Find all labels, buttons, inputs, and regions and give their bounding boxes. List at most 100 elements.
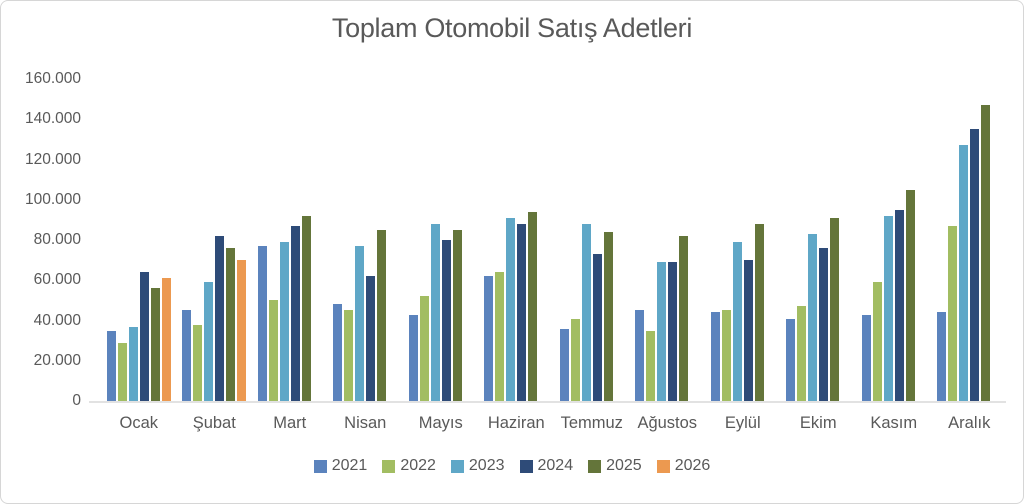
bar-2026-şubat	[237, 260, 247, 401]
bar-2021-eylül	[710, 312, 720, 401]
legend-marker-2022	[382, 459, 396, 473]
bar-2023-mart	[279, 242, 289, 401]
legend-item-2021: 2021	[313, 457, 368, 475]
bar-group-mayıs	[403, 79, 479, 401]
x-axis-category-label: Aralık	[948, 414, 991, 432]
y-axis-tick-label: 160.000	[24, 70, 81, 87]
chart-title: Toplam Otomobil Satış Adetleri	[331, 13, 693, 43]
y-axis-tick-label: 100.000	[24, 190, 81, 208]
bar-2022-ağustos	[646, 330, 656, 401]
legend-label: 2023	[468, 457, 505, 474]
bar-2023-temmuz	[581, 223, 591, 401]
bar-2024-şubat	[215, 236, 225, 401]
y-axis-tick-label: 80.000	[33, 231, 81, 248]
bar-group-şubat	[177, 79, 253, 401]
bar-2024-aralık	[970, 129, 980, 401]
bar-2025-kasım	[905, 189, 915, 401]
bar-2022-aralık	[948, 225, 958, 401]
bar-2022-mart	[268, 300, 278, 401]
legend-label: 2021	[331, 457, 368, 474]
legend-label: 2022	[400, 457, 436, 474]
bar-group-mart	[252, 79, 328, 401]
bar-2021-mayıs	[408, 314, 418, 401]
legend-marker-2026	[656, 459, 670, 473]
x-axis-category-label: Mayıs	[418, 414, 463, 432]
bar-2025-mayıs	[452, 229, 462, 401]
bar-2023-haziran	[506, 217, 516, 401]
bar-2022-şubat	[193, 324, 203, 401]
bar-2022-mayıs	[419, 296, 429, 401]
legend-item-2025: 2025	[588, 457, 642, 475]
bar-group-ağustos	[630, 79, 706, 401]
y-axis-tick-label: 20.000	[33, 351, 81, 369]
bar-2024-kasım	[894, 209, 904, 401]
legend: 2021 2022 2023 2024 2025 2026	[1, 457, 1023, 475]
x-axis-category-label: Eylül	[724, 414, 761, 432]
plot-area	[101, 79, 1007, 401]
bar-2023-eylül	[732, 242, 742, 401]
bar-2026-ocak	[161, 278, 171, 401]
x-axis-category-label: Ağustos	[637, 414, 698, 432]
x-axis-category-label: Ocak	[119, 414, 158, 432]
legend-item-2024: 2024	[519, 457, 573, 475]
bar-2023-kasım	[883, 215, 893, 401]
legend-label: 2025	[606, 457, 642, 474]
bar-2021-mart	[257, 246, 267, 401]
bar-2025-eylül	[754, 223, 764, 401]
bar-2025-mart	[301, 215, 311, 401]
bar-group-haziran	[479, 79, 555, 401]
bar-2023-nisan	[355, 246, 365, 401]
bar-group-ocak	[101, 79, 177, 401]
x-axis-category-label: Şubat	[192, 414, 236, 432]
bar-2024-haziran	[517, 223, 527, 401]
bar-2024-nisan	[366, 276, 376, 401]
bar-group-nisan	[328, 79, 404, 401]
bar-2022-temmuz	[570, 318, 580, 401]
bar-2022-kasım	[872, 282, 882, 401]
x-axis-category-label: Temmuz	[560, 414, 623, 432]
legend-marker-2024	[519, 459, 533, 473]
x-axis-line	[89, 401, 1006, 403]
bar-2023-ocak	[128, 326, 138, 401]
bar-2021-haziran	[484, 276, 494, 401]
bar-2023-ağustos	[657, 262, 667, 401]
bar-2025-aralık	[981, 105, 991, 401]
bar-2024-ocak	[139, 272, 149, 401]
legend-marker-2023	[450, 459, 464, 473]
x-axis-labels: Ocak Şubat Mart Nisan Mayıs Haziran Temmuz Ağus…	[101, 414, 1007, 433]
bar-2023-mayıs	[430, 223, 440, 401]
legend-marker-2025	[588, 459, 602, 473]
bar-2025-temmuz	[603, 231, 613, 401]
bar-group-temmuz	[554, 79, 630, 401]
x-axis-category-label: Ekim	[799, 414, 837, 432]
bar-group-aralık	[932, 79, 1008, 401]
bar-2021-ağustos	[635, 310, 645, 401]
legend-item-2023: 2023	[450, 457, 505, 475]
bar-group-kasım	[856, 79, 932, 401]
bar-2022-nisan	[344, 310, 354, 401]
legend-label: 2026	[674, 457, 711, 474]
bar-2022-haziran	[495, 272, 505, 401]
bar-2022-ocak	[117, 342, 127, 401]
bar-group-eylül	[705, 79, 781, 401]
y-axis-tick-label: 0	[72, 392, 81, 409]
bar-2024-ağustos	[668, 262, 678, 401]
bar-2021-ekim	[786, 318, 796, 401]
bar-2023-aralık	[959, 145, 969, 401]
bar-2025-ekim	[830, 217, 840, 401]
bar-2021-temmuz	[559, 328, 569, 401]
bar-2022-ekim	[797, 306, 807, 401]
legend-marker-2021	[313, 459, 327, 473]
bar-group-ekim	[781, 79, 857, 401]
bar-2024-mayıs	[441, 240, 451, 401]
y-axis-tick-label: 60.000	[33, 271, 81, 289]
bar-2025-ocak	[150, 288, 160, 401]
bar-2024-mart	[290, 225, 300, 401]
bar-2021-ocak	[106, 330, 116, 401]
x-axis-category-label: Mart	[273, 414, 307, 432]
bar-2025-nisan	[377, 229, 387, 401]
legend-item-2022: 2022	[382, 457, 436, 475]
legend-item-2026: 2026	[656, 457, 711, 475]
x-axis-category-label: Haziran	[487, 414, 545, 432]
bar-2021-aralık	[937, 312, 947, 401]
